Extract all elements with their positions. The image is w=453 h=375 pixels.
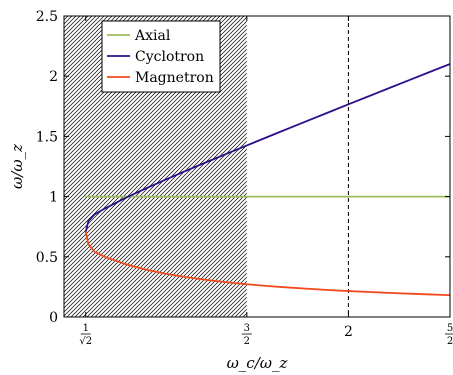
x-tick-denominator: 2 [447,336,453,347]
x-tick-label: 2 [344,324,353,340]
legend: Axial Cyclotron Magnetron [101,20,221,93]
y-tick-label: 2.5 [36,9,58,25]
x-tick-denominator: √2 [79,336,92,347]
x-tick-fraction: 32 [241,323,252,347]
y-tick-label: 0.5 [36,250,58,266]
y-axis-label: ω/ω_z [8,144,26,189]
legend-label-axial: Axial [134,28,171,44]
series-line-cyclotron [84,63,450,233]
x-tick-fraction: 1√2 [79,323,92,347]
series-group [84,63,450,297]
y-tick-label: 1.5 [36,129,58,145]
y-tick-label: 2 [49,69,58,85]
x-tick-denominator: 2 [244,336,250,347]
series-line-magnetron [84,230,450,297]
y-tick-label: 0 [49,310,58,326]
plot-frame [63,15,451,318]
x-axis-label: ω_c/ω_z [227,354,288,372]
x-tick-numerator: 3 [244,323,250,334]
legend-label-cyclotron: Cyclotron [135,49,204,65]
x-tick-numerator: 5 [447,323,453,334]
x-tick-numerator: 1 [83,323,89,334]
legend-label-magnetron: Magnetron [135,70,214,86]
y-tick-label: 1 [49,190,58,206]
x-tick-fraction: 52 [445,323,453,347]
